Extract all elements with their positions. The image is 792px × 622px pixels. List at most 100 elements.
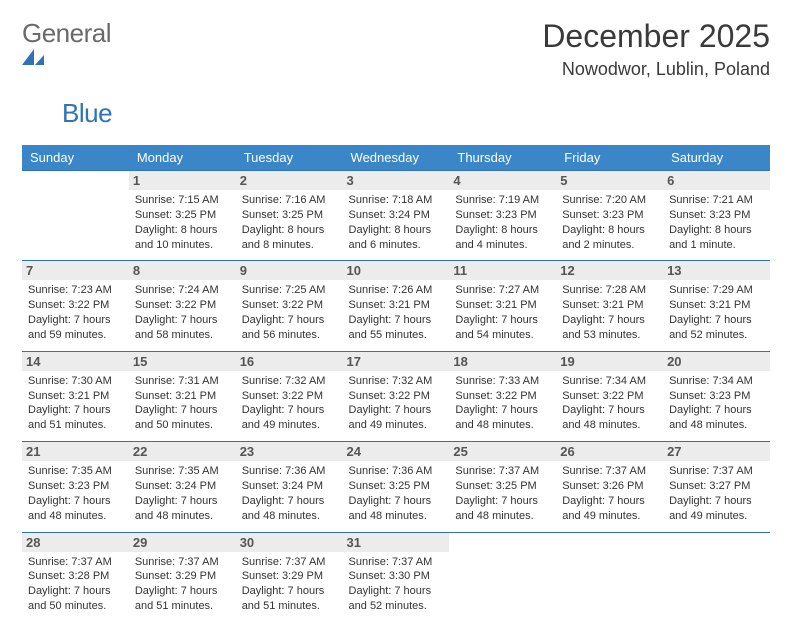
calendar-cell: 20Sunrise: 7:34 AMSunset: 3:23 PMDayligh… xyxy=(663,351,770,441)
daylight-text: Daylight: 8 hours and 8 minutes. xyxy=(242,223,337,253)
sunset-text: Sunset: 3:25 PM xyxy=(349,479,444,494)
day-number: 29 xyxy=(129,533,236,552)
daylight-text: Daylight: 8 hours and 2 minutes. xyxy=(562,223,657,253)
cell-body: Sunrise: 7:18 AMSunset: 3:24 PMDaylight:… xyxy=(349,193,444,252)
day-number: 25 xyxy=(449,442,556,461)
calendar-cell: 30Sunrise: 7:37 AMSunset: 3:29 PMDayligh… xyxy=(236,532,343,622)
daylight-text: Daylight: 7 hours and 50 minutes. xyxy=(28,584,123,614)
daylight-text: Daylight: 8 hours and 4 minutes. xyxy=(455,223,550,253)
day-number: 31 xyxy=(343,533,450,552)
sunrise-text: Sunrise: 7:35 AM xyxy=(28,464,123,479)
calendar-row: 1Sunrise: 7:15 AMSunset: 3:25 PMDaylight… xyxy=(22,171,770,261)
daylight-text: Daylight: 7 hours and 51 minutes. xyxy=(28,403,123,433)
day-number: 12 xyxy=(556,261,663,280)
daylight-text: Daylight: 7 hours and 53 minutes. xyxy=(562,313,657,343)
cell-body: Sunrise: 7:24 AMSunset: 3:22 PMDaylight:… xyxy=(135,283,230,342)
calendar-cell: 3 Sunrise: 7:18 AMSunset: 3:24 PMDaylight… xyxy=(343,171,450,261)
calendar-body: 1Sunrise: 7:15 AMSunset: 3:25 PMDaylight… xyxy=(22,171,770,622)
logo-sail-icon xyxy=(22,49,112,67)
calendar-cell: 29Sunrise: 7:37 AMSunset: 3:29 PMDayligh… xyxy=(129,532,236,622)
calendar-cell: 1Sunrise: 7:15 AMSunset: 3:25 PMDaylight… xyxy=(129,171,236,261)
daylight-text: Daylight: 7 hours and 56 minutes. xyxy=(242,313,337,343)
sunrise-text: Sunrise: 7:16 AM xyxy=(242,193,337,208)
cell-body: Sunrise: 7:23 AMSunset: 3:22 PMDaylight:… xyxy=(28,283,123,342)
day-number: 14 xyxy=(22,352,129,371)
sunset-text: Sunset: 3:21 PM xyxy=(455,298,550,313)
sunset-text: Sunset: 3:30 PM xyxy=(349,569,444,584)
day-number: 15 xyxy=(129,352,236,371)
sunrise-text: Sunrise: 7:32 AM xyxy=(242,374,337,389)
daylight-text: Daylight: 7 hours and 48 minutes. xyxy=(562,403,657,433)
sunset-text: Sunset: 3:25 PM xyxy=(135,208,230,223)
sunset-text: Sunset: 3:23 PM xyxy=(455,208,550,223)
sunset-text: Sunset: 3:22 PM xyxy=(135,298,230,313)
sunset-text: Sunset: 3:23 PM xyxy=(28,479,123,494)
sunset-text: Sunset: 3:25 PM xyxy=(455,479,550,494)
cell-body: Sunrise: 7:32 AMSunset: 3:22 PMDaylight:… xyxy=(242,374,337,433)
cell-body: Sunrise: 7:21 AMSunset: 3:23 PMDaylight:… xyxy=(669,193,764,252)
sunset-text: Sunset: 3:26 PM xyxy=(562,479,657,494)
sunrise-text: Sunrise: 7:37 AM xyxy=(562,464,657,479)
daylight-text: Daylight: 7 hours and 50 minutes. xyxy=(135,403,230,433)
sunrise-text: Sunrise: 7:33 AM xyxy=(455,374,550,389)
cell-body: Sunrise: 7:36 AMSunset: 3:24 PMDaylight:… xyxy=(242,464,337,523)
sunrise-text: Sunrise: 7:30 AM xyxy=(28,374,123,389)
cell-body: Sunrise: 7:36 AMSunset: 3:25 PMDaylight:… xyxy=(349,464,444,523)
cell-body: Sunrise: 7:37 AMSunset: 3:28 PMDaylight:… xyxy=(28,555,123,614)
calendar-cell: 17Sunrise: 7:32 AMSunset: 3:22 PMDayligh… xyxy=(343,351,450,441)
sunset-text: Sunset: 3:24 PM xyxy=(242,479,337,494)
calendar-cell: 21Sunrise: 7:35 AMSunset: 3:23 PMDayligh… xyxy=(22,442,129,532)
calendar-cell: 22Sunrise: 7:35 AMSunset: 3:24 PMDayligh… xyxy=(129,442,236,532)
sunrise-text: Sunrise: 7:32 AM xyxy=(349,374,444,389)
location-label: Nowodwor, Lublin, Poland xyxy=(542,59,770,80)
sunrise-text: Sunrise: 7:18 AM xyxy=(349,193,444,208)
calendar-cell xyxy=(449,532,556,622)
day-number: 1 xyxy=(129,171,236,190)
sunset-text: Sunset: 3:21 PM xyxy=(562,298,657,313)
sunrise-text: Sunrise: 7:31 AM xyxy=(135,374,230,389)
sunset-text: Sunset: 3:28 PM xyxy=(28,569,123,584)
sunset-text: Sunset: 3:23 PM xyxy=(562,208,657,223)
cell-body: Sunrise: 7:29 AMSunset: 3:21 PMDaylight:… xyxy=(669,283,764,342)
sunset-text: Sunset: 3:27 PM xyxy=(669,479,764,494)
calendar-cell: 24Sunrise: 7:36 AMSunset: 3:25 PMDayligh… xyxy=(343,442,450,532)
cell-body: Sunrise: 7:27 AMSunset: 3:21 PMDaylight:… xyxy=(455,283,550,342)
sunrise-text: Sunrise: 7:36 AM xyxy=(349,464,444,479)
daylight-text: Daylight: 8 hours and 1 minute. xyxy=(669,223,764,253)
cell-body: Sunrise: 7:26 AMSunset: 3:21 PMDaylight:… xyxy=(349,283,444,342)
day-number: 9 xyxy=(236,261,343,280)
day-number: 20 xyxy=(663,352,770,371)
sunrise-text: Sunrise: 7:25 AM xyxy=(242,283,337,298)
daylight-text: Daylight: 7 hours and 48 minutes. xyxy=(455,403,550,433)
sunrise-text: Sunrise: 7:37 AM xyxy=(242,555,337,570)
calendar-row: 28Sunrise: 7:37 AMSunset: 3:28 PMDayligh… xyxy=(22,532,770,622)
sunrise-text: Sunrise: 7:37 AM xyxy=(28,555,123,570)
weekday-header: Wednesday xyxy=(343,145,450,171)
day-number: 4 xyxy=(449,171,556,190)
sunset-text: Sunset: 3:23 PM xyxy=(669,208,764,223)
day-number: 3 xyxy=(343,171,450,190)
calendar-row: 21Sunrise: 7:35 AMSunset: 3:23 PMDayligh… xyxy=(22,442,770,532)
weekday-header: Friday xyxy=(556,145,663,171)
calendar-header: SundayMondayTuesdayWednesdayThursdayFrid… xyxy=(22,145,770,171)
sunrise-text: Sunrise: 7:34 AM xyxy=(669,374,764,389)
sunset-text: Sunset: 3:22 PM xyxy=(242,298,337,313)
sunrise-text: Sunrise: 7:37 AM xyxy=(455,464,550,479)
daylight-text: Daylight: 7 hours and 49 minutes. xyxy=(242,403,337,433)
sunset-text: Sunset: 3:21 PM xyxy=(669,298,764,313)
weekday-header: Thursday xyxy=(449,145,556,171)
daylight-text: Daylight: 7 hours and 48 minutes. xyxy=(242,494,337,524)
calendar-table: SundayMondayTuesdayWednesdayThursdayFrid… xyxy=(22,145,770,622)
calendar-cell: 18Sunrise: 7:33 AMSunset: 3:22 PMDayligh… xyxy=(449,351,556,441)
calendar-cell: 8Sunrise: 7:24 AMSunset: 3:22 PMDaylight… xyxy=(129,261,236,351)
calendar-cell: 16Sunrise: 7:32 AMSunset: 3:22 PMDayligh… xyxy=(236,351,343,441)
cell-body: Sunrise: 7:33 AMSunset: 3:22 PMDaylight:… xyxy=(455,374,550,433)
daylight-text: Daylight: 7 hours and 54 minutes. xyxy=(455,313,550,343)
cell-body: Sunrise: 7:35 AMSunset: 3:24 PMDaylight:… xyxy=(135,464,230,523)
calendar-cell: 27Sunrise: 7:37 AMSunset: 3:27 PMDayligh… xyxy=(663,442,770,532)
daylight-text: Daylight: 7 hours and 49 minutes. xyxy=(562,494,657,524)
day-number: 23 xyxy=(236,442,343,461)
calendar-cell: 12Sunrise: 7:28 AMSunset: 3:21 PMDayligh… xyxy=(556,261,663,351)
calendar-cell: 5Sunrise: 7:20 AMSunset: 3:23 PMDaylight… xyxy=(556,171,663,261)
sunset-text: Sunset: 3:21 PM xyxy=(349,298,444,313)
